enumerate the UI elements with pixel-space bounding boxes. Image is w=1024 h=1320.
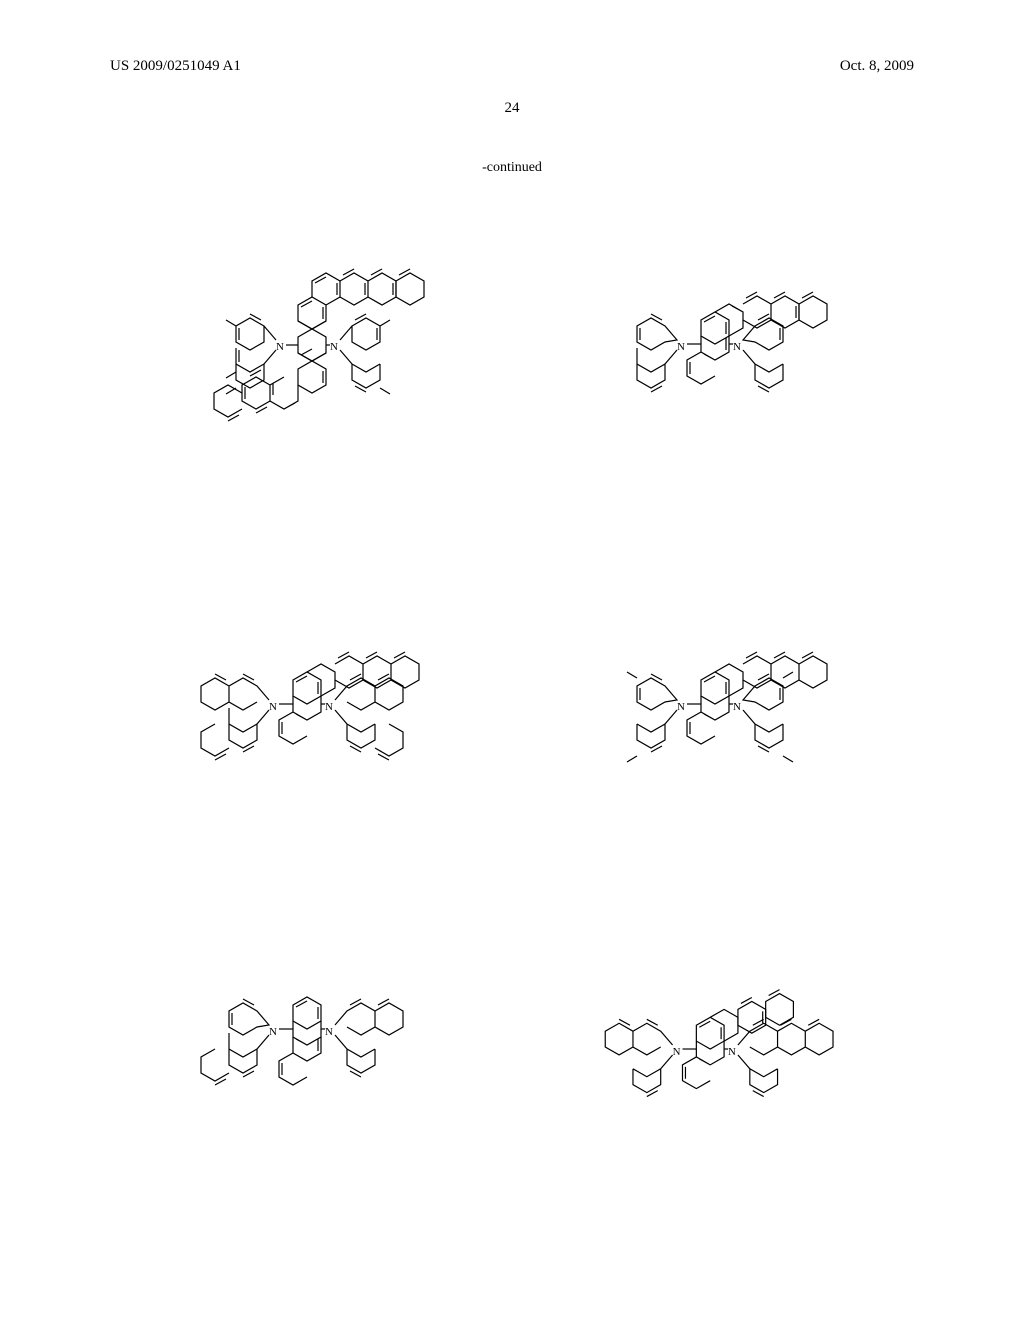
chemical-structure: N N <box>546 560 886 850</box>
structure-row: N N <box>120 915 904 1185</box>
structure-cell: N N <box>528 915 904 1185</box>
svg-text:N: N <box>269 701 277 713</box>
chemical-structure: N N <box>133 935 483 1165</box>
structure-row: N N <box>120 175 904 495</box>
svg-text:N: N <box>677 701 685 713</box>
svg-text:N: N <box>672 1046 680 1058</box>
publication-date: Oct. 8, 2009 <box>840 58 914 75</box>
svg-text:N: N <box>269 1026 277 1038</box>
svg-text:N: N <box>728 1046 736 1058</box>
continued-label: -continued <box>482 160 542 175</box>
page-number: 24 <box>505 100 520 116</box>
svg-text:N: N <box>677 341 685 353</box>
structure-cell: N N <box>120 560 496 850</box>
patent-number: US 2009/0251049 A1 <box>110 58 241 75</box>
chemical-structure: N N <box>551 210 881 460</box>
chemical-structure: N N <box>528 915 904 1185</box>
structure-cell: N N <box>120 175 496 495</box>
structure-row: N N <box>120 560 904 850</box>
structure-cell: N N <box>528 175 904 495</box>
svg-text:N: N <box>733 701 741 713</box>
svg-text:N: N <box>325 701 333 713</box>
chemical-structure: N N <box>123 560 493 850</box>
structures-grid: N N <box>0 175 1024 1225</box>
chemical-structure: N N <box>128 175 488 495</box>
svg-text:N: N <box>276 341 284 353</box>
svg-text:N: N <box>733 341 741 353</box>
structure-cell: N N <box>120 915 496 1185</box>
svg-text:N: N <box>325 1026 333 1038</box>
structure-cell: N N <box>528 560 904 850</box>
svg-text:N: N <box>330 341 338 353</box>
